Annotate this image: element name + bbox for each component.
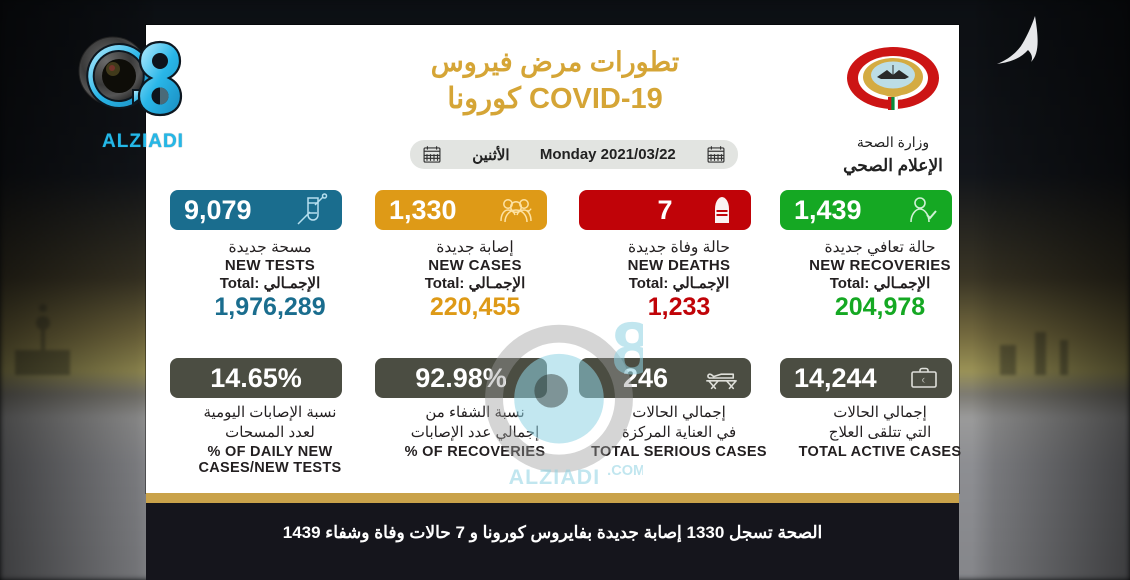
svg-text:8: 8 [612,318,643,390]
svg-text:.COM: .COM [607,463,643,479]
svg-text:ALZIADI: ALZIADI [509,465,601,486]
